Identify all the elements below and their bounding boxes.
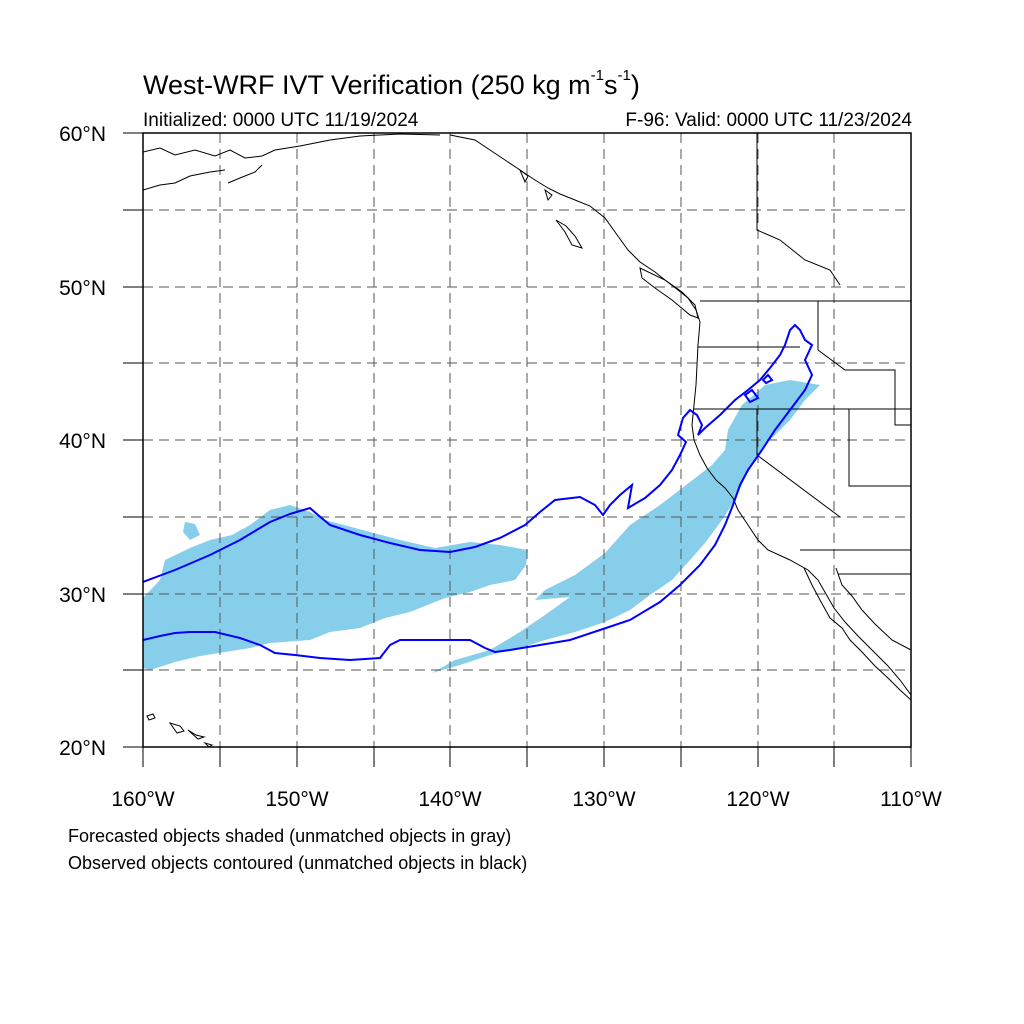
lat-label: 40°N <box>59 430 106 453</box>
state-borders <box>694 133 911 575</box>
forecast-object-east <box>432 380 820 673</box>
vancouver-island <box>639 267 699 319</box>
init-time-label: Initialized: 0000 UTC 11/19/2024 <box>143 110 419 131</box>
observed-object-dot <box>761 373 774 385</box>
lat-axis-labels: 60°N 50°N 40°N 30°N 20°N <box>59 123 106 760</box>
forecast-objects <box>143 380 820 673</box>
hawaii-islands <box>146 713 214 747</box>
lon-label: 140°W <box>418 788 481 811</box>
lon-label: 150°W <box>265 788 328 811</box>
lat-label: 30°N <box>59 584 106 607</box>
lon-label: 110°W <box>880 788 942 811</box>
lat-label: 20°N <box>59 737 106 760</box>
graticule <box>143 133 911 747</box>
lat-label: 60°N <box>59 123 106 146</box>
caption-observed: Observed objects contoured (unmatched ob… <box>68 853 528 873</box>
valid-time-label: F-96: Valid: 0000 UTC 11/23/2024 <box>625 110 912 131</box>
caption-forecast: Forecasted objects shaded (unmatched obj… <box>68 826 512 846</box>
observed-object-main <box>143 323 814 662</box>
lon-label: 120°W <box>726 788 789 811</box>
forecast-object-west <box>143 505 528 670</box>
lon-label: 130°W <box>572 788 635 811</box>
observed-objects <box>143 323 814 662</box>
baja-california <box>803 567 911 701</box>
alaska-panhandle-coast <box>449 134 701 323</box>
page-title: West-WRF IVT Verification (250 kg m-1s-1… <box>143 67 640 100</box>
alaska-coast <box>143 133 441 191</box>
axis-ticks <box>123 132 912 767</box>
observed-object-small <box>743 388 760 404</box>
lat-label: 50°N <box>59 277 106 300</box>
forecast-object-small <box>183 522 200 540</box>
lon-label: 160°W <box>111 788 174 811</box>
coastlines <box>143 133 911 747</box>
lon-axis-labels: 160°W 150°W 140°W 130°W 120°W 110°W <box>111 788 942 811</box>
bc-islands <box>518 168 584 249</box>
